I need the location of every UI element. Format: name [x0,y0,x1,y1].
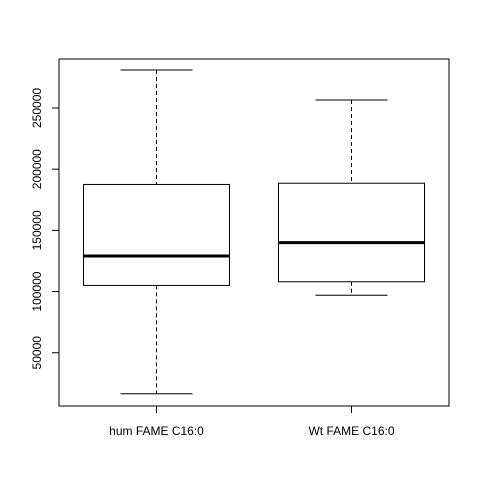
boxes-layer [84,70,425,394]
box-group [279,100,425,295]
y-tick-label: 200000 [30,149,44,189]
iqr-box [84,184,230,285]
x-tick-label: Wt FAME C16:0 [308,424,394,438]
y-tick-label: 100000 [30,271,44,311]
iqr-box [279,183,425,282]
y-tick-label: 250000 [30,88,44,128]
box-group [84,70,230,394]
y-tick-label: 50000 [30,336,44,370]
y-axis: 50000 100000 150000 200000 250000 [30,88,59,370]
x-tick-label: hum FAME C16:0 [109,424,204,438]
y-tick-label: 150000 [30,210,44,250]
x-axis: hum FAME C16:0 Wt FAME C16:0 [109,406,395,438]
